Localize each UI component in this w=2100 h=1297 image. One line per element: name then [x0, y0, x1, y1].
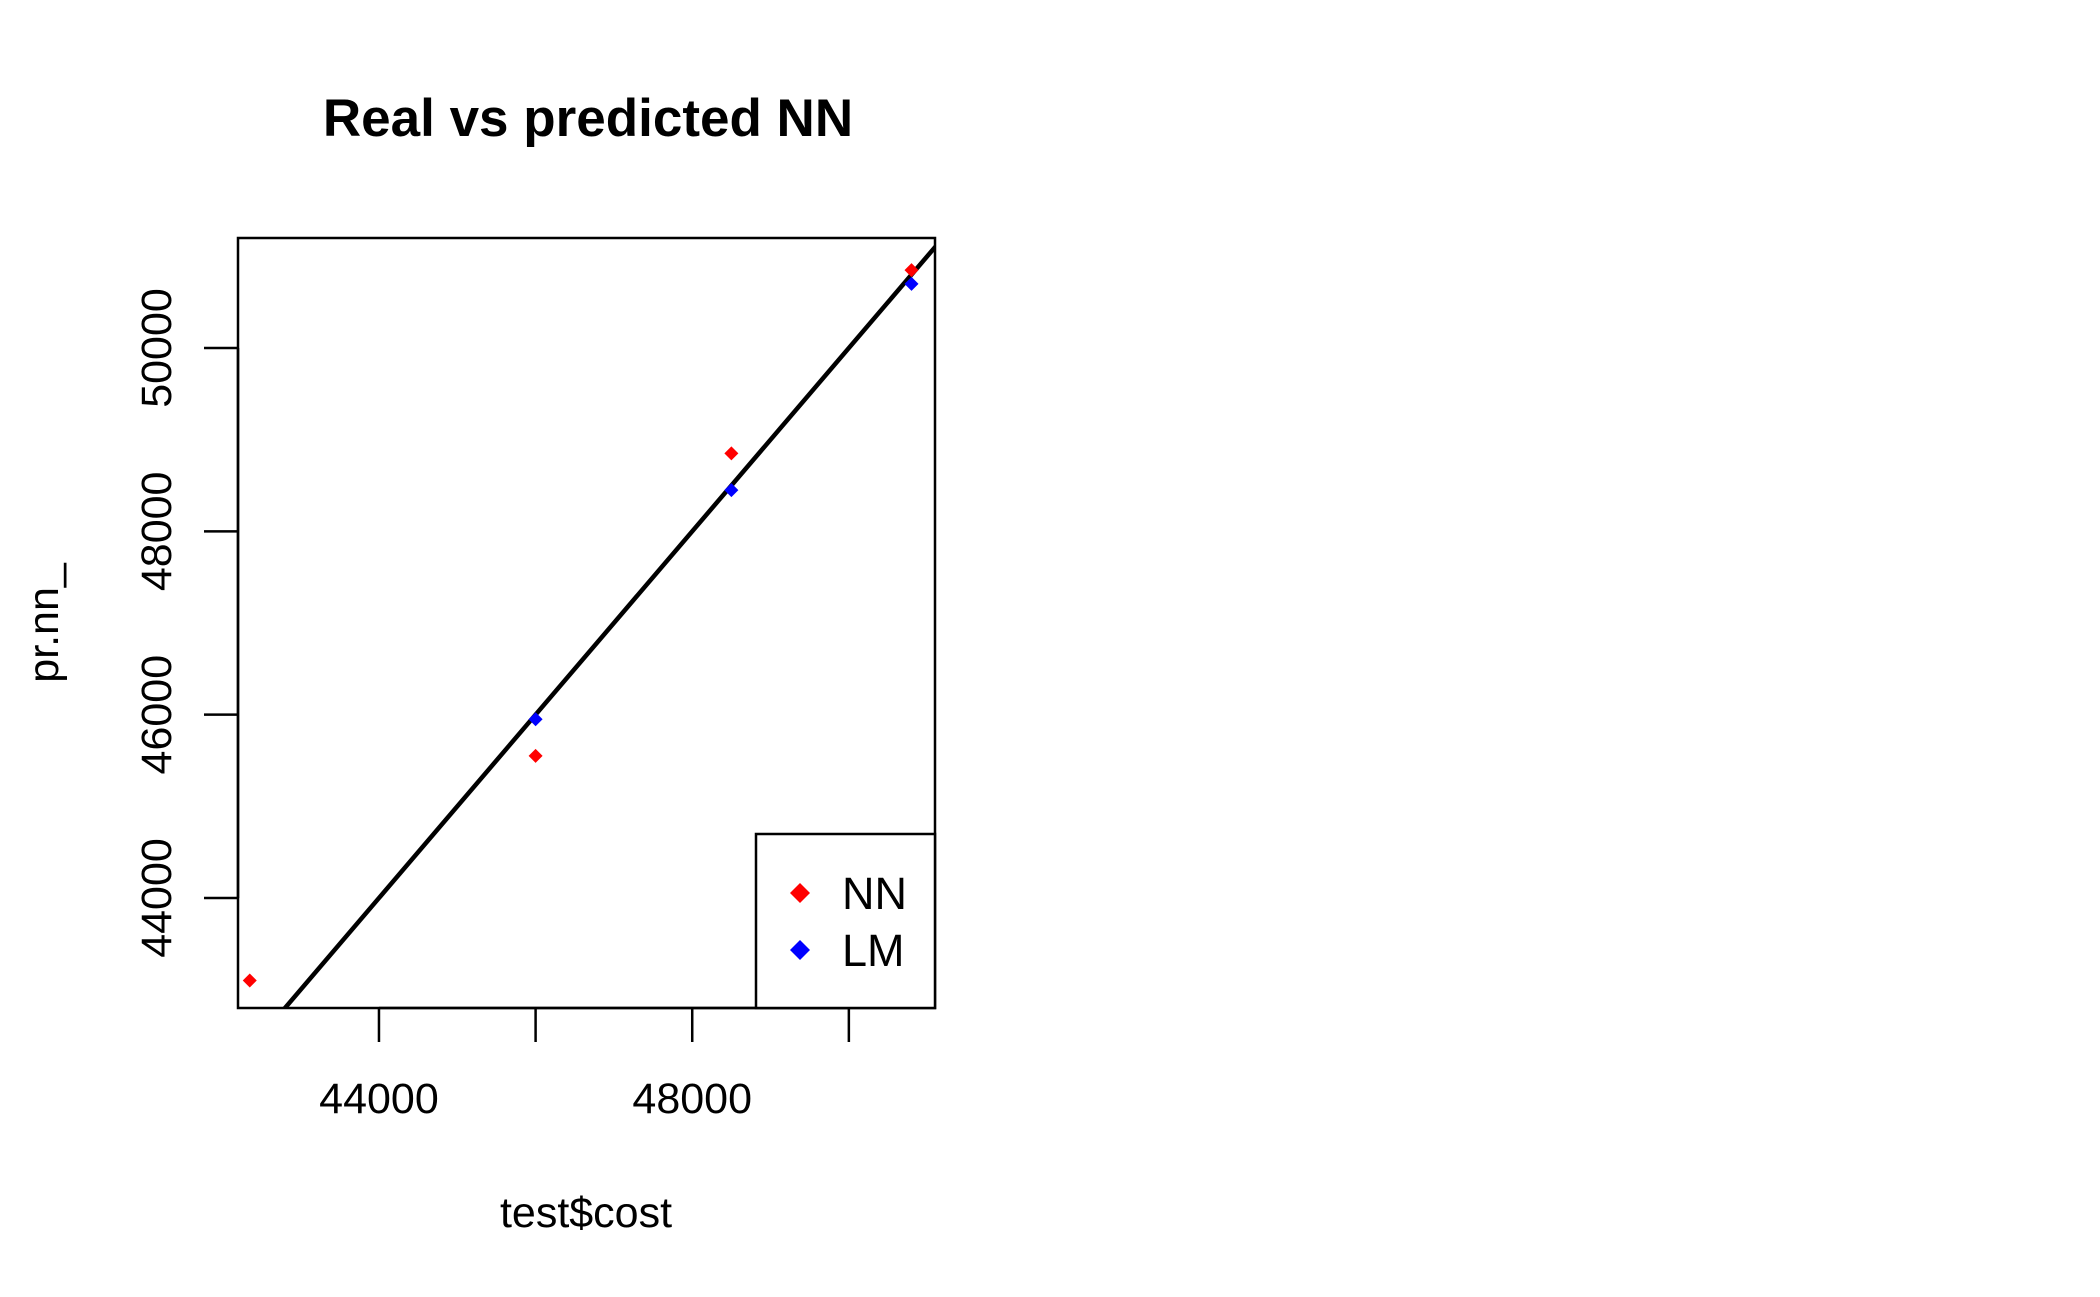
- y-tick-label: 46000: [133, 655, 181, 775]
- legend-label-nn: NN: [842, 868, 907, 919]
- x-tick-label: 48000: [632, 1075, 752, 1123]
- data-point-lm: [528, 712, 543, 727]
- legend-label-lm: LM: [842, 925, 905, 976]
- legend-marker-lm: [790, 940, 810, 960]
- y-axis: 44000 46000 48000 50000: [133, 288, 240, 958]
- legend-box: [754, 832, 937, 1010]
- data-point-nn: [724, 446, 739, 461]
- y-axis-label: pr.nn_: [20, 562, 68, 683]
- x-tick-label: 44000: [319, 1075, 439, 1123]
- data-point-lm: [724, 483, 739, 498]
- legend: NN LM: [754, 832, 937, 1010]
- y-tick-label: 50000: [133, 288, 181, 408]
- y-tick-label: 44000: [133, 838, 181, 958]
- plot-area: [242, 243, 935, 1008]
- data-point-lm: [904, 276, 919, 291]
- x-axis-label: test$cost: [500, 1189, 672, 1237]
- chart-title: Real vs predicted NN: [323, 89, 853, 148]
- data-point-nn: [528, 748, 543, 763]
- y-tick-label: 48000: [133, 472, 181, 592]
- x-axis: 44000 48000: [319, 1006, 851, 1123]
- data-point-nn: [904, 263, 919, 278]
- data-point-nn: [242, 973, 257, 988]
- reference-line: [282, 243, 935, 1008]
- legend-marker-nn: [790, 883, 810, 903]
